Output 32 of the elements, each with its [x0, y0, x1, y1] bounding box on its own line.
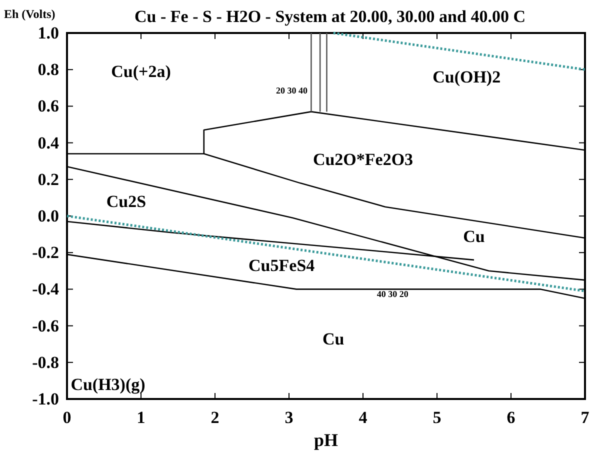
- x-tick-label: 1: [136, 408, 146, 428]
- y-tick-label: 0.6: [38, 96, 59, 116]
- x-tick-label: 0: [62, 408, 72, 428]
- x-tick-label: 5: [432, 408, 442, 428]
- chart-title: Cu - Fe - S - H2O - System at 20.00, 30.00 and 40.00 C: [134, 7, 526, 26]
- y-tick-label: 0.2: [38, 170, 59, 189]
- x-tick-label: 3: [284, 408, 294, 428]
- y-tick-label: -0.4: [32, 280, 60, 299]
- x-tick-label: 7: [580, 408, 590, 428]
- x-axis-title: pH: [314, 430, 338, 450]
- y-tick-label: 0.4: [38, 133, 60, 152]
- annotation: 40 30 20: [376, 288, 409, 299]
- annotation: Cu(H3)(g): [70, 375, 146, 394]
- annotation: Cu2S: [106, 192, 146, 212]
- x-tick-label: 4: [358, 408, 368, 428]
- annotation: Cu2O*Fe2O3: [312, 150, 414, 170]
- y-tick-label: -0.8: [32, 352, 59, 372]
- annotation: Cu: [463, 226, 485, 246]
- y-tick-label: 0.8: [38, 60, 59, 80]
- x-tick-label: 2: [210, 408, 220, 428]
- y-tick-label: 1.0: [38, 23, 59, 42]
- x-tick-label: 6: [506, 408, 516, 428]
- annotation: Cu(OH)2: [432, 68, 501, 87]
- y-axis-title: Eh (Volts): [4, 7, 56, 21]
- y-tick-label: 0.0: [38, 206, 59, 226]
- annotation: 20 30 40: [276, 86, 308, 96]
- annotation: Cu5FeS4: [248, 256, 316, 276]
- annotation: Cu: [322, 329, 344, 348]
- y-tick-label: -0.2: [32, 243, 59, 262]
- annotation: Cu(+2a): [111, 62, 171, 82]
- y-tick-label: -0.6: [32, 316, 59, 336]
- y-tick-label: -1.0: [32, 389, 59, 408]
